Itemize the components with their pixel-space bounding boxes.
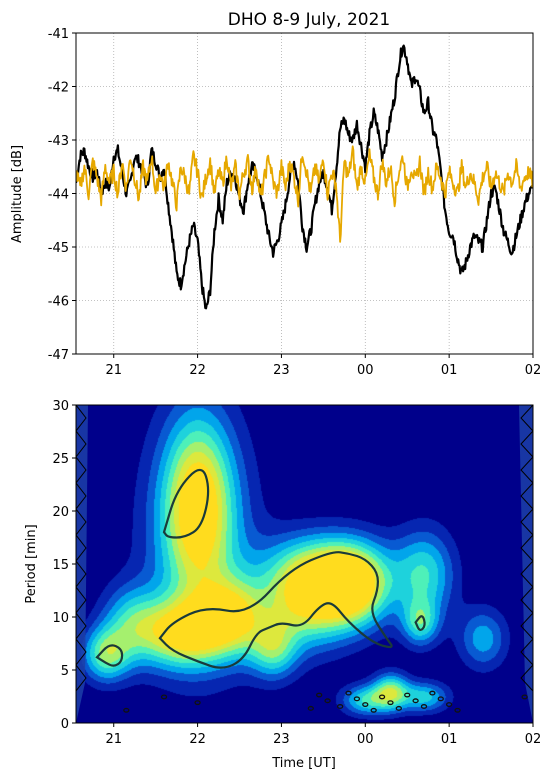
coi-hatch [76, 638, 87, 666]
x-tick-label: 22 [189, 732, 206, 747]
y-tick-label: 30 [52, 399, 69, 414]
coi-hatch [520, 482, 533, 510]
coi-hatch [76, 560, 87, 588]
contour-dot [336, 704, 344, 709]
y-tick-label: -45 [48, 241, 69, 256]
y-tick-label: 10 [52, 611, 69, 626]
significance-contours [95, 468, 426, 669]
contour-dot [445, 702, 453, 708]
coi-hatch [76, 430, 87, 458]
contour-dot [316, 692, 323, 698]
contour-dot [324, 698, 331, 704]
significance-contour [158, 551, 393, 669]
y-tick-label: 15 [52, 558, 69, 573]
x-tick-label: 21 [105, 363, 122, 378]
cone-of-influence [76, 405, 533, 723]
y-tick-label: -44 [48, 188, 69, 203]
coi-hatch [76, 482, 87, 510]
coi-hatch [76, 664, 87, 692]
x-tick-label: 22 [189, 363, 206, 378]
y-tick-label: 5 [61, 664, 69, 679]
contour-dot [404, 692, 411, 698]
contour-dot [454, 707, 461, 713]
contour-dot [429, 690, 436, 696]
coi-hatch [520, 405, 533, 432]
x-tick-label: 02 [525, 363, 542, 378]
x-tick-label: 01 [441, 363, 458, 378]
coi-hatch [520, 638, 533, 666]
coi-hatch [76, 612, 87, 640]
amplitude-y-ticks: -41 -42 -43 -44 -45 -46 -47 [48, 27, 76, 363]
y-tick-label: -46 [48, 295, 69, 310]
significance-contour [95, 644, 124, 667]
chart-title: DHO 8-9 July, 2021 [228, 10, 390, 30]
significance-contour [162, 468, 210, 539]
amplitude-grid [76, 32, 534, 355]
y-tick-label: -41 [48, 27, 69, 42]
contour-dot [362, 702, 369, 708]
y-tick-label: 0 [61, 717, 69, 732]
series-line-orange [76, 145, 533, 243]
amplitude-panel: DHO 8-9 July, 2021 -41 -42 -43 -44 -45 -46 -47… [10, 10, 541, 378]
coi-hatch [520, 534, 533, 562]
coi-hatch [520, 430, 533, 458]
coi-hatch [76, 456, 87, 484]
contour-dot [194, 700, 201, 706]
contour-dot [437, 696, 444, 702]
y-tick-label: -42 [48, 81, 69, 96]
contour-dot [353, 696, 361, 702]
coi-hatch [520, 664, 533, 692]
coi-hatch [76, 534, 87, 562]
amplitude-x-ticks: 21 22 23 00 01 02 [105, 354, 541, 378]
coi-hatch [520, 586, 533, 614]
y-tick-label: -47 [48, 348, 69, 363]
coi-hatch [520, 612, 533, 640]
coi-hatch [520, 456, 533, 484]
amplitude-y-label: Amplitude [dB] [10, 145, 25, 243]
contour-dot [395, 705, 402, 711]
contour-dot [420, 704, 428, 709]
low-period-contour-marks [123, 690, 528, 713]
contour-dot [345, 690, 352, 696]
series-line-black [76, 44, 533, 310]
wavelet-panel: 0 5 10 15 20 25 30 21 22 23 00 01 02 Time [UT] Peri… [24, 399, 541, 771]
contour-dot [123, 707, 130, 713]
coi-hatch [76, 586, 87, 614]
contour-dot [370, 707, 377, 713]
x-tick-label: 00 [357, 363, 374, 378]
coi-hatch [76, 405, 87, 432]
wavelet-y-label: Period [min] [24, 524, 39, 603]
wavelet-x-ticks: 21 22 23 00 01 02 [105, 723, 541, 747]
contour-dot [378, 694, 386, 700]
contour-dot [160, 694, 168, 700]
coi-hatch [520, 560, 533, 588]
x-tick-label: 00 [357, 732, 374, 747]
x-tick-label: 02 [525, 732, 542, 747]
coi-hatch [520, 508, 533, 536]
amplitude-series [76, 44, 533, 310]
x-tick-label: 23 [273, 732, 290, 747]
y-tick-label: -43 [48, 134, 69, 149]
contour-dot [387, 700, 394, 706]
y-tick-label: 25 [52, 452, 69, 467]
contour-dot [521, 694, 528, 700]
wavelet-y-ticks: 0 5 10 15 20 25 30 [52, 399, 76, 732]
wavelet-x-label: Time [UT] [271, 756, 336, 771]
x-tick-label: 23 [273, 363, 290, 378]
x-tick-label: 01 [441, 732, 458, 747]
significance-contour [414, 615, 426, 632]
coi-hatch [76, 508, 87, 536]
y-tick-label: 20 [52, 505, 69, 520]
x-tick-label: 21 [105, 732, 122, 747]
contour-dot [412, 698, 419, 704]
contour-dot [307, 705, 314, 711]
